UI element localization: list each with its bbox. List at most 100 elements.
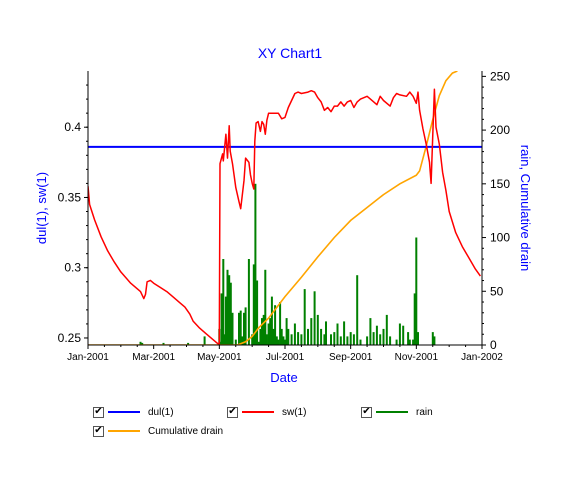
legend-label-cumulative-drain: Cumulative drain [148,425,224,437]
rain-bar [274,305,277,345]
rain-bar [223,334,226,345]
rain-bar [359,339,362,345]
rain-bar [366,336,369,345]
y-right-tick-label: 250 [490,69,510,83]
rain-bar [352,334,355,345]
x-tick-label: Sep-2001 [329,352,373,363]
rain-bar [229,282,232,345]
rain-bar [284,339,286,345]
rain-bar [382,328,385,345]
rain-bar [222,259,225,345]
series-line-cumulative-drain [88,71,458,345]
rain-bar [356,275,359,345]
y-left-tick-label: 0.3 [64,261,81,275]
rain-bar [316,314,319,345]
legend-checkbox-rain[interactable]: ✔ [361,406,372,418]
rain-bar [431,332,434,345]
y-left-tick-label: 0.4 [64,120,81,134]
rain-bar [379,334,382,345]
rain-bar [270,296,273,345]
legend-checkbox-cumulative-drain[interactable]: ✔ [93,425,104,437]
rain-bar [433,336,436,345]
rain-bar [251,334,254,345]
x-tick-label: Mar-2001 [132,352,175,363]
legend-checkbox-dul[interactable]: ✔ [93,406,104,418]
rain-bar [333,332,336,345]
legend-swatch-dul [108,411,140,413]
legend-item-rain[interactable]: ✔ rain [361,405,433,419]
rain-bar [220,293,223,345]
legend-swatch-sw [242,411,274,413]
x-tick-label: Jan-2002 [461,352,503,363]
legend-item-dul[interactable]: ✔ dul(1) [93,405,174,419]
rain-bar [346,336,349,345]
y-right-tick-label: 100 [490,231,510,245]
rain-bar [239,310,242,345]
rain-bar [417,332,419,345]
rain-bar [408,339,411,345]
rain-bar [279,302,282,345]
rain-bar [343,321,346,345]
rain-bar [280,328,283,345]
rain-bar [415,237,418,345]
rain-bar [287,328,290,345]
rain-bar [224,296,227,345]
rain-bar [269,318,272,345]
rain-bar [187,342,190,345]
legend-label-dul: dul(1) [148,406,174,418]
rain-bar [259,328,262,345]
rain-bar [389,336,392,345]
rain-bar [398,323,401,345]
rain-bar [282,336,285,345]
y-right-tick-label: 200 [490,123,510,137]
rain-bar [272,328,275,345]
rain-bar [330,334,332,345]
y-left-tick-label: 0.25 [58,331,82,345]
y-left-tick-label: 0.35 [58,190,82,204]
rain-bar [349,332,352,345]
rain-bar [231,312,234,345]
rain-bar [277,339,280,345]
rain-bar [369,318,372,345]
rain-bar [254,183,257,345]
y-right-tick-label: 150 [490,177,510,191]
rain-bar [407,332,410,345]
rain-bar [395,339,398,345]
rain-bar [402,325,405,345]
rain-bar [264,269,267,345]
y-axis-right-label: rain, Cumulative drain [518,145,533,271]
rain-bar [244,307,247,345]
legend-label-rain: rain [416,406,433,418]
legend-item-sw[interactable]: ✔ sw(1) [227,405,306,419]
rain-bar [297,332,300,345]
rain-bar [265,334,268,345]
rain-bar [310,318,313,345]
rain-bar [243,312,245,345]
rain-bar [247,259,250,345]
rain-bar [339,336,342,345]
rain-bar [336,323,339,345]
rain-bar [139,341,142,345]
rain-bar [241,336,244,345]
rain-bar [141,342,144,345]
rain-bar [372,332,375,345]
y-axis-left-label: dul(1), sw(1) [34,172,49,244]
rain-bar [320,328,323,345]
x-tick-label: May-2001 [197,352,242,363]
legend-item-cumulative-drain[interactable]: ✔ Cumulative drain [93,424,223,438]
legend-label-sw: sw(1) [282,406,307,418]
rain-bar [307,328,309,345]
y-right-tick-label: 0 [490,338,497,352]
y-right-tick-label: 50 [490,284,504,298]
rain-bar [412,339,415,345]
chart-title: XY Chart1 [258,45,323,61]
x-axis-label: Date [270,370,297,385]
rain-bar [228,275,231,345]
x-tick-label: Jul-2001 [266,352,305,363]
rain-bar [261,318,263,345]
rain-bar [267,323,270,345]
legend-checkbox-sw[interactable]: ✔ [227,406,238,418]
x-tick-label: Jan-2001 [67,352,109,363]
rain-bar [375,325,378,345]
